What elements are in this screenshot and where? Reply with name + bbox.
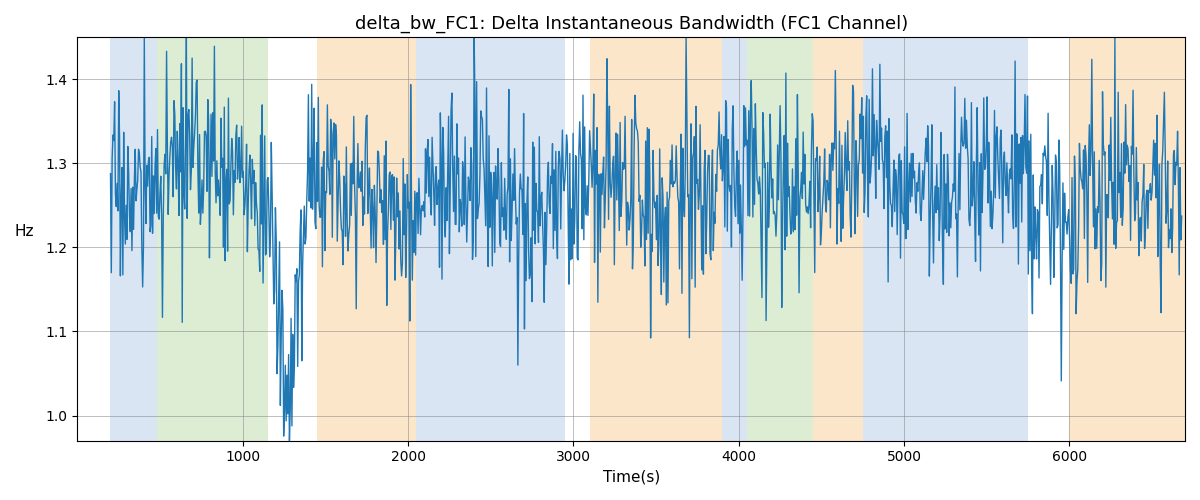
- Bar: [317, 38, 416, 440]
- Bar: [157, 38, 268, 440]
- Bar: [110, 38, 157, 440]
- Bar: [863, 38, 1028, 440]
- X-axis label: Time(s): Time(s): [602, 470, 660, 485]
- Title: delta_bw_FC1: Delta Instantaneous Bandwidth (FC1 Channel): delta_bw_FC1: Delta Instantaneous Bandwi…: [354, 15, 908, 34]
- Bar: [722, 38, 746, 440]
- Bar: [416, 38, 565, 440]
- Bar: [590, 38, 722, 440]
- Bar: [746, 38, 814, 440]
- Bar: [814, 38, 863, 440]
- Y-axis label: Hz: Hz: [14, 224, 35, 239]
- Bar: [1069, 38, 1184, 440]
